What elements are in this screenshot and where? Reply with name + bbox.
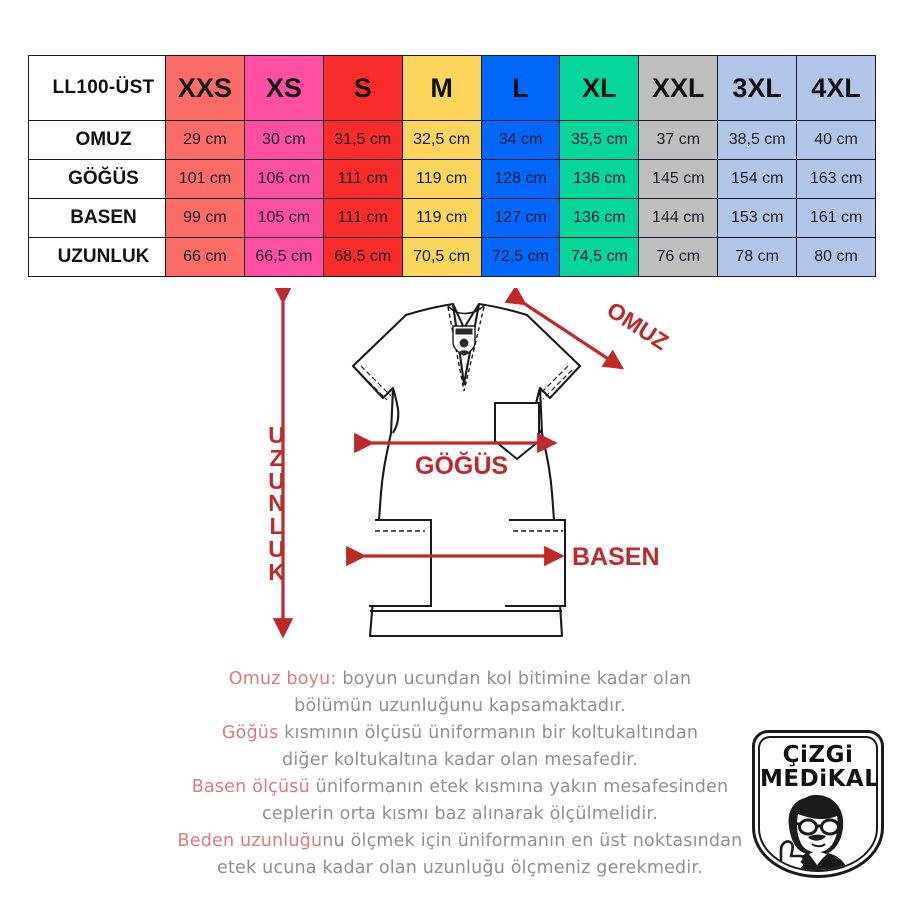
size-header-xxs: XXS <box>165 55 245 121</box>
desc-line-1: Omuz boyu: boyun ucundan kol bitimine ka… <box>150 666 770 693</box>
cell-basen-xxs: 99 cm <box>165 198 245 238</box>
measurement-instructions: Omuz boyu: boyun ucundan kol bitimine ka… <box>150 666 770 882</box>
omuz-arrow <box>504 288 625 370</box>
cell-uzunluk-xl: 74,5 cm <box>559 237 640 277</box>
size-header-l: L <box>480 55 561 121</box>
row-label-uzunluk: UZUNLUK <box>28 237 166 277</box>
cell-uzunluk-4xl: 80 cm <box>796 237 877 277</box>
label-uzunluk: UZUNLUK U Z U N L U K <box>257 422 297 585</box>
desc-line-8: etek ucuna kadar olan uzunluğu ölçmeniz … <box>217 858 703 878</box>
table-row-basen: BASEN 99 cm 105 cm 111 cm 119 cm 127 cm … <box>28 198 877 238</box>
desc-line-5-rest: üniformanın etek kısmına yakın mesafesin… <box>309 777 729 797</box>
brand-name-line1: ÇiZGi <box>782 742 854 768</box>
cell-basen-l: 127 cm <box>480 198 561 238</box>
label-uzunluk-letter-n: N <box>268 490 286 517</box>
cell-basen-xl: 136 cm <box>559 198 640 238</box>
cell-omuz-3xl: 38,5 cm <box>717 120 798 160</box>
desc-line-6: ceplerin orta kısmı baz alınarak ölçülme… <box>262 804 658 824</box>
size-chart-table: LL100-ÜST XXS XS S M L XL XXL 3XL 4XL OM… <box>28 55 877 277</box>
cell-gogus-m: 119 cm <box>401 159 482 199</box>
label-omuz: OMUZ <box>602 296 670 355</box>
table-header-row: LL100-ÜST XXS XS S M L XL XXL 3XL 4XL <box>28 55 877 121</box>
size-header-xxl: XXL <box>638 55 719 121</box>
label-basen: BASEN <box>572 543 660 571</box>
label-uzunluk-letter-u: U <box>268 422 286 448</box>
brand-mascot-icon <box>760 792 876 870</box>
table-row-gogus: GÖĞÜS 101 cm 106 cm 111 cm 119 cm 128 cm… <box>28 159 877 199</box>
desc-line-7-bold: Beden uzunluğu <box>177 831 323 851</box>
desc-line-7: Beden uzunluğunu ölçmek için üniformanın… <box>150 828 770 855</box>
desc-line-1-bold: Omuz boyu: <box>228 669 337 689</box>
brand-logo-cizgi-medikal: ÇiZGi MEDiKAL <box>752 730 884 878</box>
shield-inner-outline-icon: ÇiZGi MEDiKAL <box>758 736 878 872</box>
size-header-4xl: 4XL <box>796 55 877 121</box>
garment-measurement-diagram: OMUZ GÖĞÜS BASEN <box>250 288 670 653</box>
desc-line-3-bold: Göğüs <box>221 723 279 743</box>
cell-omuz-xxs: 29 cm <box>165 120 245 160</box>
table-row-uzunluk: UZUNLUK 66 cm 66,5 cm 68,5 cm 70,5 cm 72… <box>28 237 877 277</box>
label-uzunluk-letter-z: Z <box>269 444 285 471</box>
cell-omuz-xxl: 37 cm <box>638 120 719 160</box>
label-uzunluk-letter-l: L <box>269 513 285 540</box>
cell-gogus-l: 128 cm <box>480 159 561 199</box>
collar-brand-shield-icon <box>452 325 476 356</box>
desc-line-1-rest: boyun ucundan kol bitimine kadar olan <box>336 669 692 689</box>
desc-line-7-rest: nu ölçmek için üniformanın en üst noktas… <box>322 831 743 851</box>
cell-gogus-4xl: 163 cm <box>796 159 877 199</box>
size-header-3xl: 3XL <box>717 55 798 121</box>
table-row-omuz: OMUZ 29 cm 30 cm 31,5 cm 32,5 cm 34 cm 3… <box>28 120 877 160</box>
size-header-m: M <box>401 55 482 121</box>
cell-basen-xxl: 144 cm <box>638 198 719 238</box>
cell-omuz-s: 31,5 cm <box>322 120 403 160</box>
row-label-omuz: OMUZ <box>28 120 166 160</box>
cell-uzunluk-l: 72,5 cm <box>480 237 561 277</box>
desc-line-4: diğer koltukaltına kadar olan mesafedir. <box>282 750 638 770</box>
cell-gogus-xxl: 145 cm <box>638 159 719 199</box>
cell-basen-xs: 105 cm <box>243 198 324 238</box>
size-chart-table-container: LL100-ÜST XXS XS S M L XL XXL 3XL 4XL OM… <box>28 55 877 277</box>
cell-gogus-xxs: 101 cm <box>165 159 245 199</box>
cell-uzunluk-3xl: 78 cm <box>717 237 798 277</box>
size-header-xs: XS <box>243 55 324 121</box>
cell-uzunluk-s: 68,5 cm <box>322 237 403 277</box>
label-uzunluk-letter-u3: U <box>268 535 286 562</box>
cell-basen-s: 111 cm <box>322 198 403 238</box>
cell-uzunluk-m: 70,5 cm <box>401 237 482 277</box>
cell-omuz-m: 32,5 cm <box>401 120 482 160</box>
cell-omuz-4xl: 40 cm <box>796 120 877 160</box>
cell-gogus-xl: 136 cm <box>559 159 640 199</box>
cell-uzunluk-xs: 66,5 cm <box>243 237 324 277</box>
desc-line-5-bold: Basen ölçüsü <box>191 777 310 797</box>
cell-basen-3xl: 153 cm <box>717 198 798 238</box>
cell-basen-4xl: 161 cm <box>796 198 877 238</box>
desc-line-3-rest: kısmının ölçüsü üniformanın bir koltukal… <box>278 723 699 743</box>
cell-uzunluk-xxl: 76 cm <box>638 237 719 277</box>
row-label-basen: BASEN <box>28 198 166 238</box>
product-code-header: LL100-ÜST <box>28 55 166 121</box>
row-label-gogus: GÖĞÜS <box>28 159 166 199</box>
size-header-s: S <box>322 55 403 121</box>
size-header-xl: XL <box>559 55 640 121</box>
cell-omuz-xl: 35,5 cm <box>559 120 640 160</box>
cell-omuz-l: 34 cm <box>480 120 561 160</box>
cell-gogus-xs: 106 cm <box>243 159 324 199</box>
cell-uzunluk-xxs: 66 cm <box>165 237 245 277</box>
desc-line-5: Basen ölçüsü üniformanın etek kısmına ya… <box>150 774 770 801</box>
label-gogus: GÖĞÜS <box>415 451 508 480</box>
cell-gogus-s: 111 cm <box>322 159 403 199</box>
cell-gogus-3xl: 154 cm <box>717 159 798 199</box>
label-uzunluk-letter-u2: U <box>268 467 286 494</box>
cell-basen-m: 119 cm <box>401 198 482 238</box>
label-uzunluk-letter-k: K <box>268 558 286 585</box>
desc-line-2: bölümün uzunluğunu kapsamaktadır. <box>294 696 626 716</box>
desc-line-3: Göğüs kısmının ölçüsü üniformanın bir ko… <box>150 720 770 747</box>
brand-name-line2: MEDiKAL <box>760 766 878 792</box>
cell-omuz-xs: 30 cm <box>243 120 324 160</box>
